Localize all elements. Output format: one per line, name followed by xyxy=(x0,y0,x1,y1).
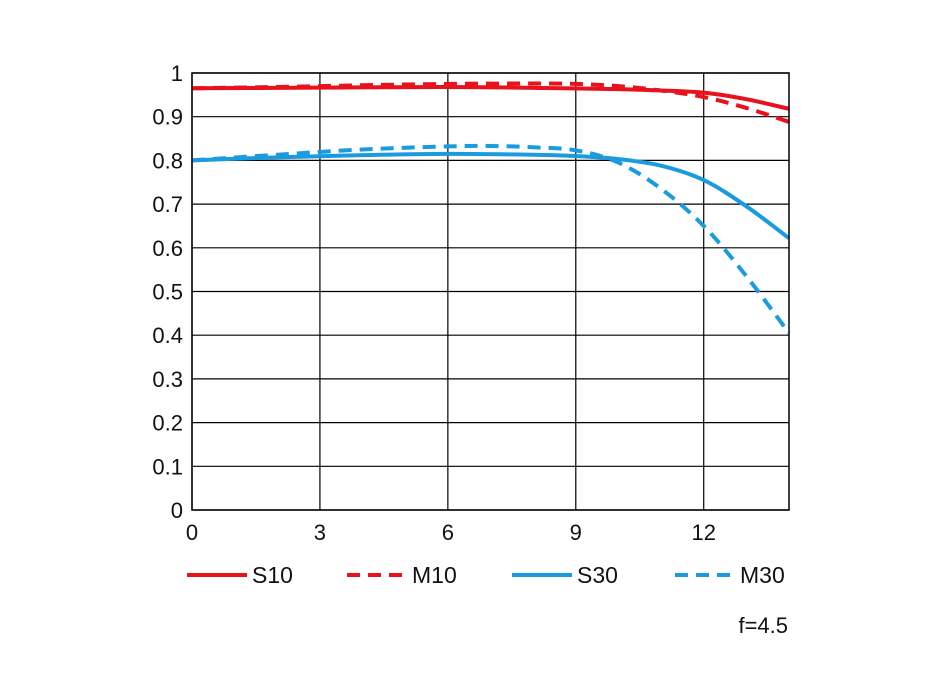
x-tick-label: 0 xyxy=(186,520,198,545)
y-tick-label: 0.1 xyxy=(152,454,183,479)
x-tick-label: 6 xyxy=(442,520,454,545)
plot-border xyxy=(191,72,790,511)
legend-label-m10: M10 xyxy=(412,562,457,588)
legend: S10 M10 S30 M30 xyxy=(187,562,785,588)
x-tick-label: 3 xyxy=(314,520,326,545)
plot-frame xyxy=(191,72,790,511)
y-tick-label: 0.3 xyxy=(152,367,183,392)
aperture-annotation: f=4.5 xyxy=(738,613,788,638)
legend-label-s30: S30 xyxy=(577,562,618,588)
y-tick-label: 0.8 xyxy=(152,148,183,173)
y-tick-label: 0 xyxy=(171,498,183,523)
y-tick-label: 0.2 xyxy=(152,411,183,436)
y-tick-label: 1 xyxy=(171,61,183,86)
y-tick-label: 0.9 xyxy=(152,105,183,130)
x-tick-label: 12 xyxy=(691,520,715,545)
series-lines xyxy=(191,81,791,335)
y-tick-label: 0.6 xyxy=(152,236,183,261)
legend-label-s10: S10 xyxy=(252,562,293,588)
x-axis-ticks: 0 3 6 9 12 xyxy=(186,520,716,545)
y-tick-label: 0.5 xyxy=(152,280,183,305)
y-axis-ticks: 0 0.1 0.2 0.3 0.4 0.5 0.6 0.7 0.8 0.9 1 xyxy=(152,61,183,523)
grid xyxy=(191,72,789,511)
x-tick-label: 9 xyxy=(570,520,582,545)
series-line-m10 xyxy=(191,81,790,124)
y-tick-label: 0.4 xyxy=(152,323,183,348)
series-line-m30 xyxy=(191,143,791,335)
legend-label-m30: M30 xyxy=(740,562,785,588)
y-tick-label: 0.7 xyxy=(152,192,183,217)
series-line-s30 xyxy=(191,151,791,240)
